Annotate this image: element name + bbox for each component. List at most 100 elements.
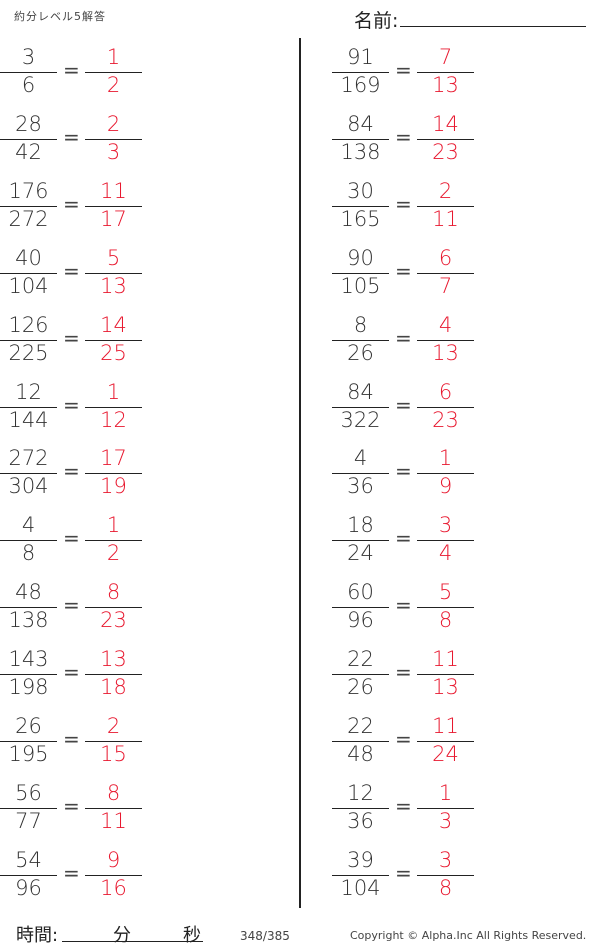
fraction-bar bbox=[417, 138, 474, 140]
problem-row: 30 165 = 2 11 bbox=[332, 177, 492, 237]
fraction-bar bbox=[0, 473, 57, 475]
answer-numerator: 6 bbox=[438, 245, 453, 270]
equals-sign: = bbox=[63, 860, 80, 885]
answer-numerator: 5 bbox=[438, 580, 453, 605]
problem-fraction: 126 225 bbox=[0, 311, 57, 371]
problem-row: 8 26 = 4 13 bbox=[332, 311, 492, 371]
fraction-bar bbox=[417, 339, 474, 341]
numerator: 22 bbox=[347, 647, 374, 672]
equals-sign: = bbox=[395, 660, 412, 685]
column-divider bbox=[299, 38, 301, 908]
problem-row: 84 322 = 6 23 bbox=[332, 378, 492, 438]
denominator: 26 bbox=[347, 675, 374, 700]
numerator: 126 bbox=[8, 312, 49, 337]
answer-numerator: 8 bbox=[106, 780, 121, 805]
answer-denominator: 12 bbox=[100, 407, 127, 432]
denominator: 225 bbox=[8, 340, 49, 365]
fraction-bar bbox=[332, 272, 389, 274]
answer-fraction: 11 13 bbox=[417, 645, 474, 705]
answer-fraction: 8 11 bbox=[85, 779, 142, 839]
problem-row: 4 8 = 1 2 bbox=[0, 511, 160, 571]
answer-denominator: 2 bbox=[106, 73, 121, 97]
denominator: 272 bbox=[8, 206, 49, 231]
numerator: 18 bbox=[347, 513, 374, 538]
equals-sign: = bbox=[63, 325, 80, 350]
equals-sign: = bbox=[395, 793, 412, 818]
fraction-bar bbox=[0, 339, 57, 341]
answer-numerator: 2 bbox=[106, 714, 121, 738]
equals-sign: = bbox=[63, 727, 80, 751]
page-number: 348/385 bbox=[240, 929, 290, 943]
answer-numerator: 14 bbox=[432, 111, 459, 136]
fraction-bar bbox=[417, 741, 474, 742]
answer-fraction: 11 17 bbox=[85, 177, 142, 237]
numerator: 22 bbox=[347, 714, 374, 738]
denominator: 96 bbox=[15, 875, 42, 900]
worksheet-title: 約分レベル5解答 bbox=[14, 10, 106, 23]
answer-numerator: 1 bbox=[106, 379, 121, 404]
denominator: 195 bbox=[8, 742, 49, 766]
problem-fraction: 22 48 bbox=[332, 712, 389, 772]
problem-row: 39 104 = 3 8 bbox=[332, 846, 492, 906]
numerator: 3 bbox=[21, 45, 36, 69]
fraction-bar bbox=[85, 741, 142, 742]
problem-row: 48 138 = 8 23 bbox=[0, 578, 160, 638]
answer-fraction: 7 13 bbox=[417, 43, 474, 103]
numerator: 56 bbox=[15, 780, 42, 805]
fraction-bar bbox=[85, 406, 142, 408]
denominator: 165 bbox=[340, 206, 381, 231]
problem-fraction: 22 26 bbox=[332, 645, 389, 705]
numerator: 28 bbox=[15, 111, 42, 136]
equals-sign: = bbox=[63, 191, 80, 216]
name-label: 名前: bbox=[354, 10, 399, 32]
fraction-bar bbox=[417, 540, 474, 542]
fraction-bar bbox=[0, 807, 57, 809]
fraction-bar bbox=[0, 674, 57, 676]
fraction-bar bbox=[0, 741, 57, 742]
denominator: 104 bbox=[8, 273, 49, 298]
numerator: 176 bbox=[8, 178, 49, 203]
problem-fraction: 30 165 bbox=[332, 177, 389, 237]
numerator: 143 bbox=[8, 647, 49, 672]
fraction-bar bbox=[85, 205, 142, 207]
answer-numerator: 14 bbox=[100, 312, 127, 337]
answer-fraction: 9 16 bbox=[85, 846, 142, 906]
problem-fraction: 84 322 bbox=[332, 378, 389, 438]
fraction-bar bbox=[332, 72, 389, 73]
denominator: 48 bbox=[347, 742, 374, 766]
numerator: 54 bbox=[15, 847, 42, 872]
answer-denominator: 23 bbox=[100, 608, 127, 633]
equals-sign: = bbox=[395, 593, 412, 618]
fraction-bar bbox=[332, 406, 389, 408]
numerator: 26 bbox=[15, 714, 42, 738]
equals-sign: = bbox=[395, 526, 412, 551]
fraction-bar bbox=[417, 674, 474, 676]
denominator: 322 bbox=[340, 407, 381, 432]
answer-fraction: 13 18 bbox=[85, 645, 142, 705]
denominator: 304 bbox=[8, 474, 49, 499]
problem-fraction: 84 138 bbox=[332, 110, 389, 170]
denominator: 105 bbox=[340, 273, 381, 298]
equals-sign: = bbox=[63, 526, 80, 551]
problem-row: 54 96 = 9 16 bbox=[0, 846, 160, 906]
problem-fraction: 176 272 bbox=[0, 177, 57, 237]
answer-denominator: 13 bbox=[100, 273, 127, 298]
fraction-bar bbox=[417, 406, 474, 408]
answer-denominator: 13 bbox=[432, 73, 459, 97]
fraction-bar bbox=[332, 741, 389, 742]
numerator: 12 bbox=[347, 780, 374, 805]
fraction-bar bbox=[0, 272, 57, 274]
denominator: 6 bbox=[21, 73, 36, 97]
denominator: 138 bbox=[8, 608, 49, 633]
problem-row: 56 77 = 8 11 bbox=[0, 779, 160, 839]
numerator: 90 bbox=[347, 245, 374, 270]
numerator: 48 bbox=[15, 580, 42, 605]
fraction-bar bbox=[0, 874, 57, 876]
problem-row: 143 198 = 13 18 bbox=[0, 645, 160, 705]
answer-denominator: 16 bbox=[100, 875, 127, 900]
